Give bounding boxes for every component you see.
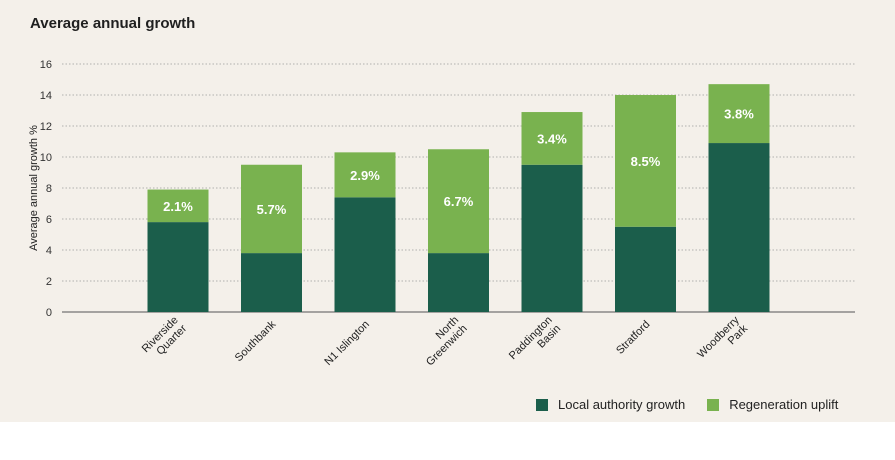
- y-axis-label: Average annual growth %: [28, 125, 40, 251]
- x-tick-label: Stratford: [614, 318, 652, 356]
- legend-item-regeneration: Regeneration uplift: [707, 397, 838, 412]
- bar-regeneration: [241, 164, 302, 254]
- bar-chart: 0 2 4 6 8 10 12 14 16 Average annual growth % 2.1%…: [28, 59, 855, 368]
- bar-regeneration: [521, 112, 583, 165]
- bar-regeneration: [615, 95, 676, 227]
- bar-regeneration: [334, 152, 396, 198]
- y-tick-label: 0: [46, 307, 52, 319]
- bar-regeneration: [147, 189, 209, 223]
- bar-regeneration: [428, 149, 489, 254]
- bar-local-authority: [708, 143, 770, 312]
- y-tick-label: 8: [46, 183, 52, 195]
- bar-local-authority: [521, 164, 583, 312]
- y-tick-label: 16: [40, 59, 52, 71]
- bar-regeneration: [708, 84, 770, 144]
- data-label: 5.7%: [257, 202, 287, 217]
- data-label: 2.9%: [350, 168, 380, 183]
- data-label: 3.8%: [724, 107, 754, 122]
- data-label: 6.7%: [444, 194, 474, 209]
- chart-title: Average annual growth: [30, 15, 196, 32]
- y-tick-label: 10: [40, 152, 52, 164]
- legend: Local authority growth Regeneration upli…: [536, 397, 838, 412]
- data-label: 8.5%: [631, 154, 661, 169]
- y-tick-label: 14: [40, 90, 52, 102]
- x-tick-label: Southbank: [233, 318, 279, 364]
- data-label: 2.1%: [163, 199, 193, 214]
- bar-local-authority: [241, 253, 302, 312]
- legend-label: Local authority growth: [558, 397, 686, 412]
- bar-local-authority: [147, 222, 209, 312]
- y-tick-label: 6: [46, 214, 52, 226]
- x-tick-label: N1 Islington: [322, 318, 372, 368]
- y-tick-label: 4: [46, 245, 52, 257]
- legend-swatch: [707, 398, 720, 411]
- y-tick-label: 12: [40, 121, 52, 133]
- y-tick-label: 2: [46, 276, 52, 288]
- bar-local-authority: [615, 226, 676, 312]
- x-tick-label-line: Southbank: [233, 318, 279, 364]
- x-tick-label-line: Stratford: [614, 318, 652, 356]
- legend-item-local-authority: Local authority growth: [536, 397, 685, 412]
- bar-local-authority: [428, 253, 489, 312]
- x-tick-label-line: N1 Islington: [322, 318, 372, 368]
- legend-swatch: [536, 398, 548, 411]
- bar-local-authority: [334, 197, 396, 312]
- data-label: 3.4%: [537, 131, 567, 146]
- chart-panel: Average annual growth 0 2 4 6 8 10 12 14 16 Avera…: [0, 0, 895, 422]
- legend-label: Regeneration uplift: [729, 397, 839, 412]
